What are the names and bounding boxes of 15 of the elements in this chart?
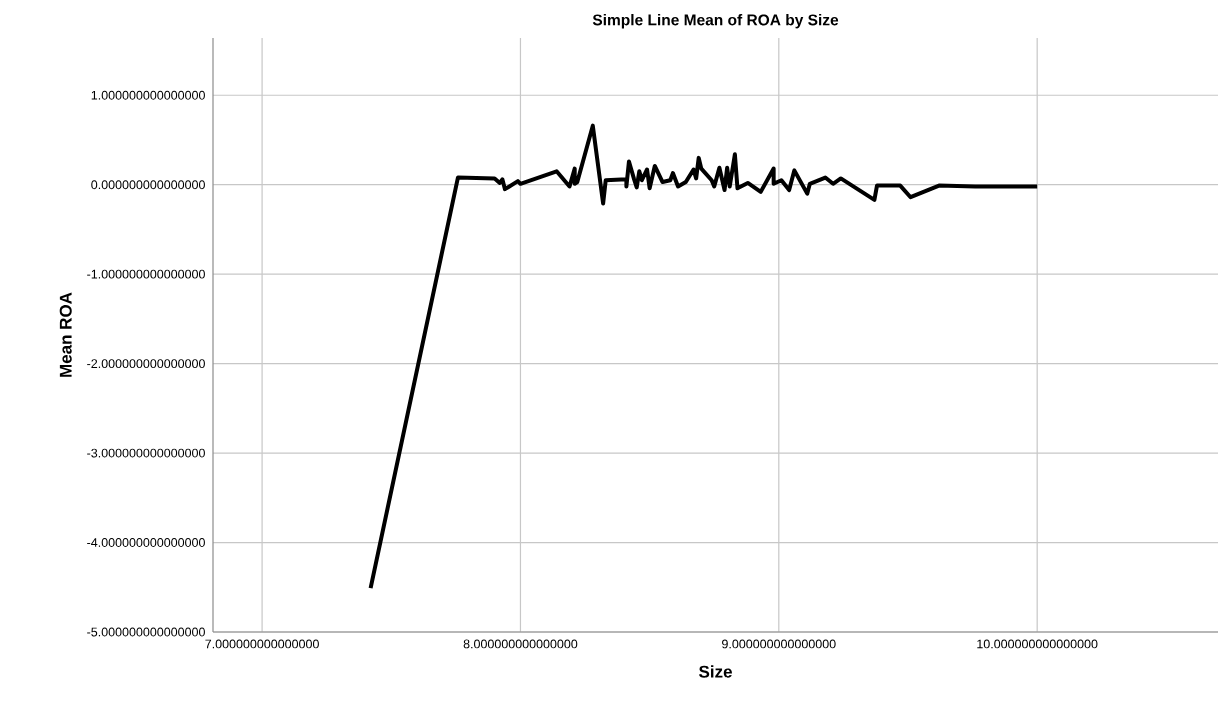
y-tick-label: -1.000000000000000	[87, 269, 205, 279]
y-tick-label: -4.000000000000000	[87, 538, 205, 547]
y-tick-label: -5.000000000000000	[87, 627, 205, 637]
x-tick-label: 9.000000000000000	[722, 639, 836, 649]
y-tick-label: -3.000000000000000	[87, 448, 205, 458]
x-tick-label: 8.000000000000000	[463, 639, 578, 649]
line-series	[368, 123, 1040, 591]
x-tick-label: 10.000000000000000	[977, 639, 1098, 649]
y-tick-label: 1.000000000000000	[91, 90, 205, 100]
y-axis-title: Mean ROA	[59, 292, 72, 377]
x-axis-title: Size	[698, 665, 732, 678]
y-tick-label: -2.000000000000000	[87, 359, 205, 369]
y-tick-label: 0.000000000000000	[91, 180, 205, 190]
chart-title: Simple Line Mean of ROA by Size	[592, 14, 839, 29]
x-tick-label: 7.000000000000000	[205, 639, 319, 649]
